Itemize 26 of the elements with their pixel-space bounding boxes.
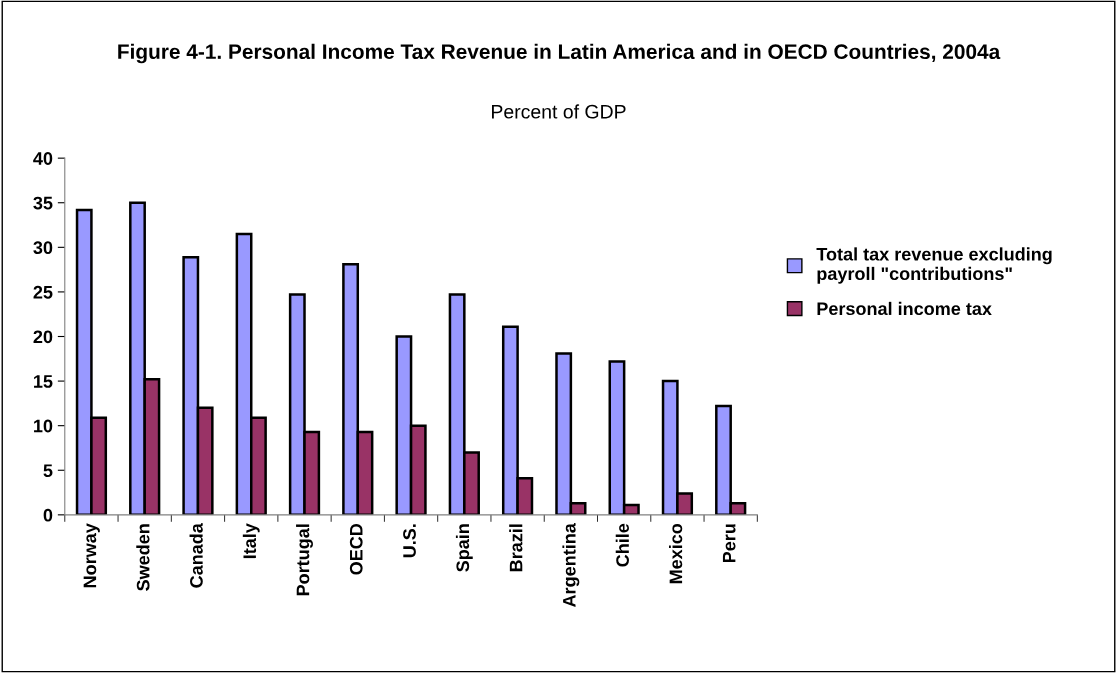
y-tick-label: 35 [33, 196, 53, 210]
x-tick-label: Argentina [562, 523, 580, 607]
x-tick-label: Spain [455, 524, 473, 572]
x-tick-label: Norway [83, 523, 100, 588]
x-tick-label: Italy [242, 523, 260, 559]
x-tick-label: Sweden [136, 524, 150, 591]
y-tick-label: 15 [34, 375, 53, 388]
x-tick-label: OECD [349, 523, 363, 575]
y-tick-label: 25 [33, 285, 53, 299]
x-tick-label: Peru [722, 524, 736, 563]
y-tick-label: 0 [43, 508, 53, 522]
x-tick-label: Mexico [669, 523, 683, 584]
y-tick-label: 20 [33, 330, 53, 344]
y-tick-label: 10 [34, 419, 53, 433]
y-tick-label: 30 [33, 241, 53, 255]
chart-title: Figure 4-1. Personal Income Tax Revenue in Latin America and in OECD Countries, 2004a [118, 43, 1001, 64]
x-tick-label: Canada [189, 523, 203, 588]
y-tick-label: 5 [43, 464, 53, 477]
x-tick-label: Chile [615, 523, 629, 567]
x-tick-label: Brazil [509, 524, 523, 572]
legend-label: Total tax revenue excluding payroll "contributions" [816, 247, 1052, 284]
legend-label: Personal income tax [817, 301, 992, 316]
x-tick-label: Portugal [296, 524, 313, 596]
x-tick-label: U.S. [403, 524, 416, 558]
y-tick-label: 40 [33, 152, 53, 165]
chart-subtitle: Percent of GDP [492, 104, 626, 119]
